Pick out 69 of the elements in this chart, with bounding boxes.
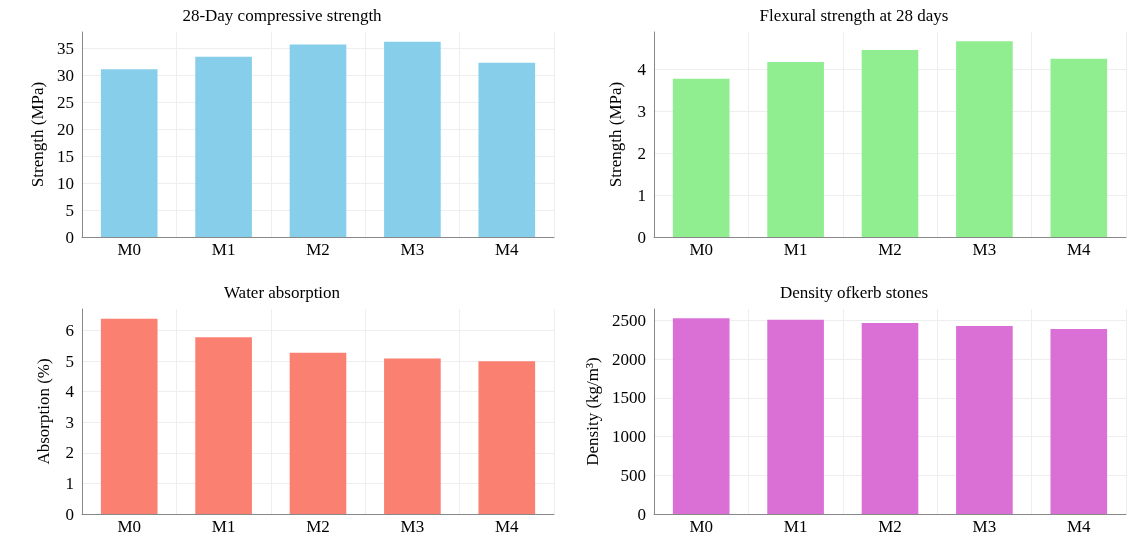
x-tick-label: M1: [211, 517, 236, 536]
y-tick-label: 2: [65, 443, 74, 463]
x-tick-label: M4: [494, 517, 520, 536]
chart-title: Water absorption: [223, 283, 341, 302]
bar: [1050, 58, 1108, 237]
bar: [767, 62, 824, 237]
y-tick-label: 5: [65, 200, 74, 220]
y-tick-label: 1500: [612, 388, 646, 408]
y-tick-label: 0: [65, 504, 74, 524]
x-tick-label: M4: [494, 240, 520, 259]
y-tick-label: 1: [637, 185, 646, 205]
bar: [195, 337, 252, 514]
x-tick-label: M2: [878, 517, 902, 536]
chart-title: 28-Day compressive strength: [182, 6, 383, 25]
y-tick-label: 4: [65, 382, 75, 402]
y-tick-label: 0: [637, 227, 646, 247]
y-tick-label: 25: [57, 92, 74, 112]
x-tick-label: M0: [689, 240, 714, 259]
y-tick-label: 1: [65, 473, 74, 493]
y-tick-label: 2500: [612, 311, 646, 331]
y-tick-label: 2000: [612, 349, 646, 369]
bar: [384, 358, 441, 514]
y-axis-title: Density (kg/m³): [583, 357, 603, 466]
x-tick-label: M2: [306, 517, 330, 536]
x-tick-label: M2: [878, 240, 902, 259]
chart-title: Density ofkerb stones: [779, 283, 929, 302]
y-tick-label: 3: [65, 412, 74, 432]
x-tick-label: M1: [783, 240, 808, 259]
y-tick-label: 1000: [612, 427, 646, 447]
x-tick-label: M0: [117, 240, 142, 259]
x-tick-label: M0: [689, 517, 714, 536]
y-tick-label: 15: [57, 146, 74, 166]
y-tick-label: 500: [620, 465, 646, 485]
x-tick-label: M0: [117, 517, 142, 536]
y-tick-label: 6: [65, 320, 74, 340]
y-tick-label: 35: [57, 38, 74, 58]
bar: [195, 56, 252, 237]
bar: [100, 69, 158, 237]
y-tick-label: 0: [65, 227, 74, 247]
chart-title: Flexural strength at 28 days: [759, 6, 949, 25]
y-tick-label: 0: [637, 504, 646, 524]
x-tick-label: M3: [972, 240, 997, 259]
y-tick-label: 5: [65, 351, 74, 371]
bar: [100, 318, 158, 514]
y-tick-label: 20: [57, 119, 74, 139]
y-tick-label: 2: [637, 143, 646, 163]
y-axis-title: Strength (MPa): [28, 81, 48, 188]
y-tick-label: 10: [57, 173, 74, 193]
bar: [861, 49, 919, 237]
x-tick-label: M3: [400, 517, 425, 536]
bar: [289, 352, 347, 514]
bar: [289, 44, 347, 237]
x-tick-label: M3: [972, 517, 997, 536]
bar: [478, 361, 536, 514]
x-tick-label: M4: [1066, 517, 1092, 536]
y-axis-title: Absorption (%): [34, 358, 53, 465]
bar: [384, 41, 441, 237]
bar: [956, 41, 1013, 237]
y-tick-label: 30: [57, 65, 74, 85]
x-tick-label: M4: [1066, 240, 1092, 259]
y-axis-title: Strength (MPa): [606, 81, 625, 188]
bar: [672, 78, 730, 237]
x-tick-label: M2: [306, 240, 330, 259]
y-tick-label: 4: [637, 60, 647, 80]
y-tick-label: 3: [637, 101, 646, 121]
bar: [478, 62, 536, 237]
x-tick-label: M1: [211, 240, 236, 259]
x-tick-label: M3: [400, 240, 425, 259]
x-tick-label: M1: [783, 517, 808, 536]
